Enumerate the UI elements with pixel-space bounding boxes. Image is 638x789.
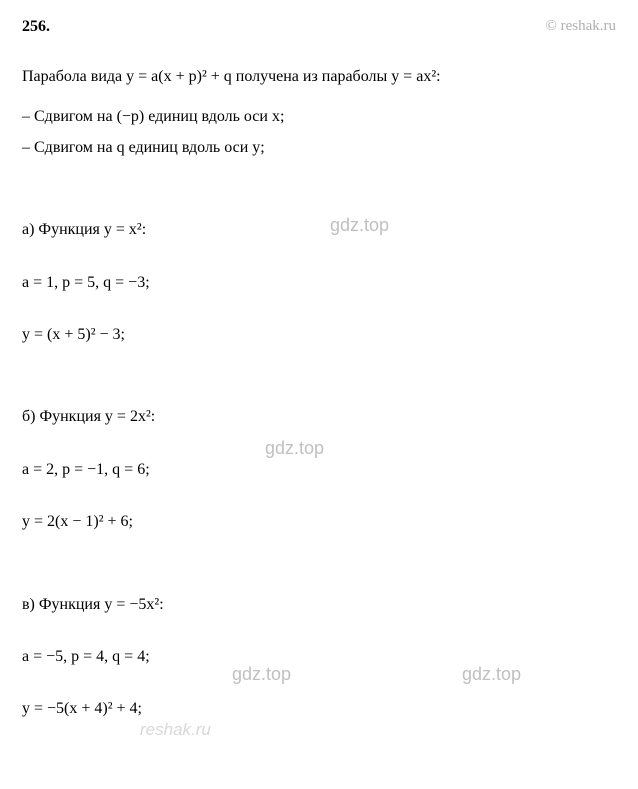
rule-1: – Сдвигом на (−p) единиц вдоль оси x; xyxy=(22,106,616,128)
copyright-text: © reshak.ru xyxy=(545,18,616,35)
part-b-params: a = 2, p = −1, q = 6; xyxy=(22,459,616,481)
part-c-label: в) Функция y = −5x²: xyxy=(22,594,616,616)
intro-text: Парабола вида y = a(x + p)² + q получена… xyxy=(22,66,616,88)
part-b-label: б) Функция y = 2x²: xyxy=(22,406,616,428)
part-b-result: y = 2(x − 1)² + 6; xyxy=(22,511,616,533)
part-a-params: a = 1, p = 5, q = −3; xyxy=(22,272,616,294)
part-c-result: y = −5(x + 4)² + 4; xyxy=(22,698,616,720)
rule-2: – Сдвигом на q единиц вдоль оси y; xyxy=(22,137,616,159)
part-c-params: a = −5, p = 4, q = 4; xyxy=(22,646,616,668)
part-a-result: y = (x + 5)² − 3; xyxy=(22,324,616,346)
part-a-label: а) Функция y = x²: xyxy=(22,219,616,241)
problem-number: 256. xyxy=(22,18,616,36)
logo-watermark: reshak.ru xyxy=(140,720,211,740)
